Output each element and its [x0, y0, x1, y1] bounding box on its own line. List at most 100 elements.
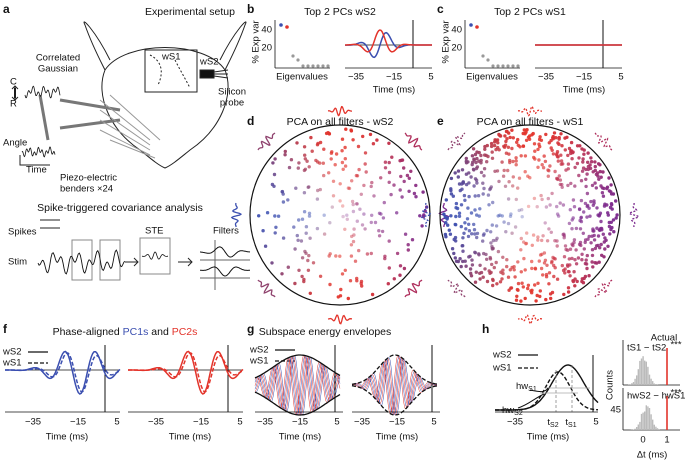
- filter-dot: [585, 266, 589, 271]
- filter-dot: [500, 160, 504, 164]
- filter-dot: [346, 186, 351, 190]
- hist-bar: [658, 429, 660, 430]
- filter-dot: [496, 249, 501, 254]
- filter-dot: [571, 216, 575, 220]
- filter-dot: [533, 157, 537, 161]
- filter-dot: [370, 292, 375, 297]
- edge-wave: [517, 314, 543, 325]
- filter-dot: [466, 234, 471, 239]
- filter-dot: [457, 182, 462, 186]
- label: Eigenvalues: [276, 72, 328, 83]
- label: −35: [538, 72, 554, 83]
- filter-dot: [473, 208, 477, 212]
- filter-dot: [560, 185, 564, 189]
- filter-dot: [293, 281, 297, 286]
- trace: [24, 85, 61, 99]
- filter-dot: [475, 213, 479, 217]
- label: 5: [593, 417, 598, 428]
- label: wS1: [492, 363, 511, 374]
- filter-dot: [352, 233, 356, 237]
- filter-dot: [511, 159, 515, 164]
- filter-dot: [574, 226, 579, 231]
- filter-dot: [489, 230, 493, 234]
- filter-dot: [506, 221, 511, 226]
- filter-dot: [475, 231, 480, 236]
- edge-wave: [230, 202, 243, 228]
- filter-dot: [496, 145, 500, 150]
- filter-dot: [488, 257, 493, 261]
- eigen-dot: [326, 64, 330, 68]
- filter-dot: [474, 270, 478, 274]
- filter-dot: [570, 256, 574, 261]
- trace: [351, 357, 438, 416]
- filter-dot: [597, 177, 601, 181]
- filter-dot: [357, 167, 361, 172]
- filter-dot: [506, 275, 511, 279]
- filter-dot: [343, 227, 347, 231]
- filter-dot: [555, 150, 560, 154]
- filter-dot: [283, 149, 287, 154]
- filter-dot: [464, 227, 468, 231]
- label: hwS1: [516, 381, 537, 393]
- filter-dot: [589, 241, 593, 245]
- filter-dot: [491, 246, 495, 251]
- filter-dot: [346, 296, 350, 301]
- filter-dot: [454, 201, 459, 206]
- filter-dot: [503, 184, 508, 188]
- label: Actual: [651, 333, 677, 344]
- filter-dot: [545, 263, 549, 267]
- filter-dot: [615, 213, 619, 217]
- filter-dot: [510, 265, 514, 270]
- filter-dot: [476, 194, 481, 198]
- text-main: hw: [502, 405, 514, 416]
- filter-dot: [573, 184, 577, 188]
- hist-bar: [648, 408, 651, 430]
- filter-dot: [318, 274, 323, 278]
- trace: [254, 355, 341, 416]
- filter-dot: [471, 167, 476, 171]
- filter-dot: [600, 186, 605, 190]
- filter-dot: [523, 154, 528, 158]
- filter-dot: [560, 144, 564, 148]
- filter-dot: [469, 175, 473, 179]
- filter-dot: [496, 214, 500, 218]
- filter-dot: [318, 187, 322, 192]
- filter-dot: [553, 257, 557, 261]
- filter-dot: [470, 258, 474, 262]
- filter-dot: [387, 170, 392, 175]
- filter-dot: [543, 159, 548, 164]
- label: Time (ms): [563, 85, 605, 96]
- filter-dot: [521, 144, 526, 148]
- wave: [230, 202, 243, 228]
- filter-dot: [599, 175, 603, 179]
- filter-dot: [467, 194, 471, 199]
- filter-dot: [462, 193, 467, 198]
- filter-dot: [305, 159, 309, 163]
- filter-dot: [562, 236, 566, 240]
- filter-dot: [387, 160, 391, 165]
- filter-dot: [349, 254, 354, 258]
- filter-dot: [607, 176, 611, 180]
- filter-dot: [350, 234, 354, 239]
- filter-dot: [377, 234, 382, 238]
- filter-dot: [566, 162, 571, 166]
- filter-dot: [479, 153, 483, 158]
- filter-dot: [302, 145, 307, 149]
- filter-dot: [307, 253, 311, 258]
- filter-dot: [612, 230, 616, 234]
- filter-dot: [604, 238, 608, 242]
- filter-dot: [461, 244, 465, 248]
- filter-dot: [330, 205, 334, 209]
- filter-dot: [479, 170, 484, 175]
- eigen-dot: [296, 58, 300, 62]
- filter-dot: [509, 286, 514, 290]
- filter-dot: [297, 161, 301, 165]
- arrow: [529, 387, 549, 393]
- filter-dot: [520, 208, 524, 212]
- filter-dot: [469, 211, 474, 215]
- label: Eigenvalues: [466, 72, 518, 83]
- filter-dot: [523, 296, 527, 301]
- filter-dot: [508, 158, 512, 163]
- filter-dot: [309, 135, 313, 140]
- filter-dot: [339, 287, 343, 292]
